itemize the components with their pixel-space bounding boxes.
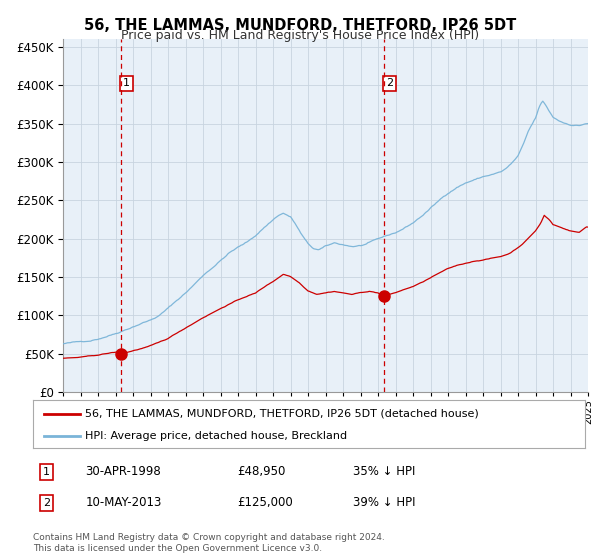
Text: 56, THE LAMMAS, MUNDFORD, THETFORD, IP26 5DT (detached house): 56, THE LAMMAS, MUNDFORD, THETFORD, IP26…	[85, 409, 479, 419]
Text: HPI: Average price, detached house, Breckland: HPI: Average price, detached house, Brec…	[85, 431, 347, 441]
Text: 39% ↓ HPI: 39% ↓ HPI	[353, 496, 416, 509]
Text: 10-MAY-2013: 10-MAY-2013	[85, 496, 162, 509]
Text: 56, THE LAMMAS, MUNDFORD, THETFORD, IP26 5DT: 56, THE LAMMAS, MUNDFORD, THETFORD, IP26…	[84, 18, 516, 33]
Text: 1: 1	[123, 78, 130, 88]
Text: £125,000: £125,000	[237, 496, 293, 509]
Text: 35% ↓ HPI: 35% ↓ HPI	[353, 465, 416, 478]
Text: 30-APR-1998: 30-APR-1998	[85, 465, 161, 478]
Text: Contains HM Land Registry data © Crown copyright and database right 2024.
This d: Contains HM Land Registry data © Crown c…	[33, 533, 385, 553]
Text: 2: 2	[386, 78, 393, 88]
Text: 1: 1	[43, 466, 50, 477]
Text: Price paid vs. HM Land Registry's House Price Index (HPI): Price paid vs. HM Land Registry's House …	[121, 29, 479, 42]
Text: 2: 2	[43, 498, 50, 508]
Text: £48,950: £48,950	[237, 465, 286, 478]
